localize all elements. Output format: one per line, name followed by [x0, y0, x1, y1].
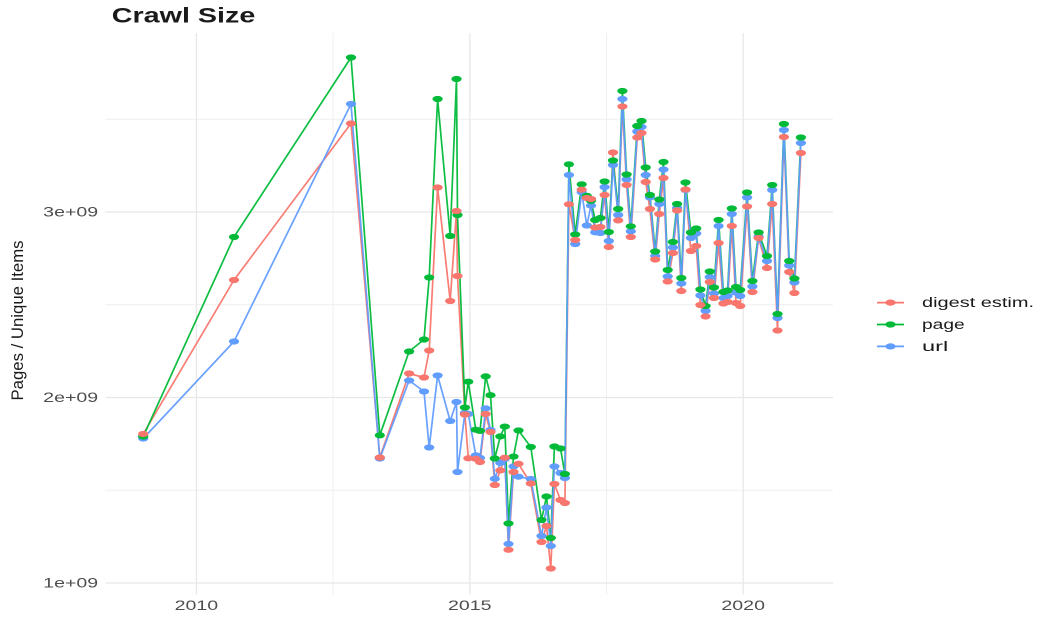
svg-text:digest estim.: digest estim. — [922, 295, 1034, 310]
svg-text:1e+09: 1e+09 — [43, 576, 98, 591]
svg-text:Pages / Unique Items: Pages / Unique Items — [9, 241, 27, 401]
svg-text:2020: 2020 — [721, 598, 765, 613]
svg-text:Crawl Size: Crawl Size — [112, 5, 256, 28]
svg-text:url: url — [922, 339, 948, 354]
svg-text:3e+09: 3e+09 — [43, 205, 98, 220]
svg-text:2010: 2010 — [175, 598, 219, 613]
svg-text:page: page — [922, 317, 965, 332]
svg-text:2e+09: 2e+09 — [43, 390, 98, 405]
svg-text:2015: 2015 — [448, 598, 492, 613]
